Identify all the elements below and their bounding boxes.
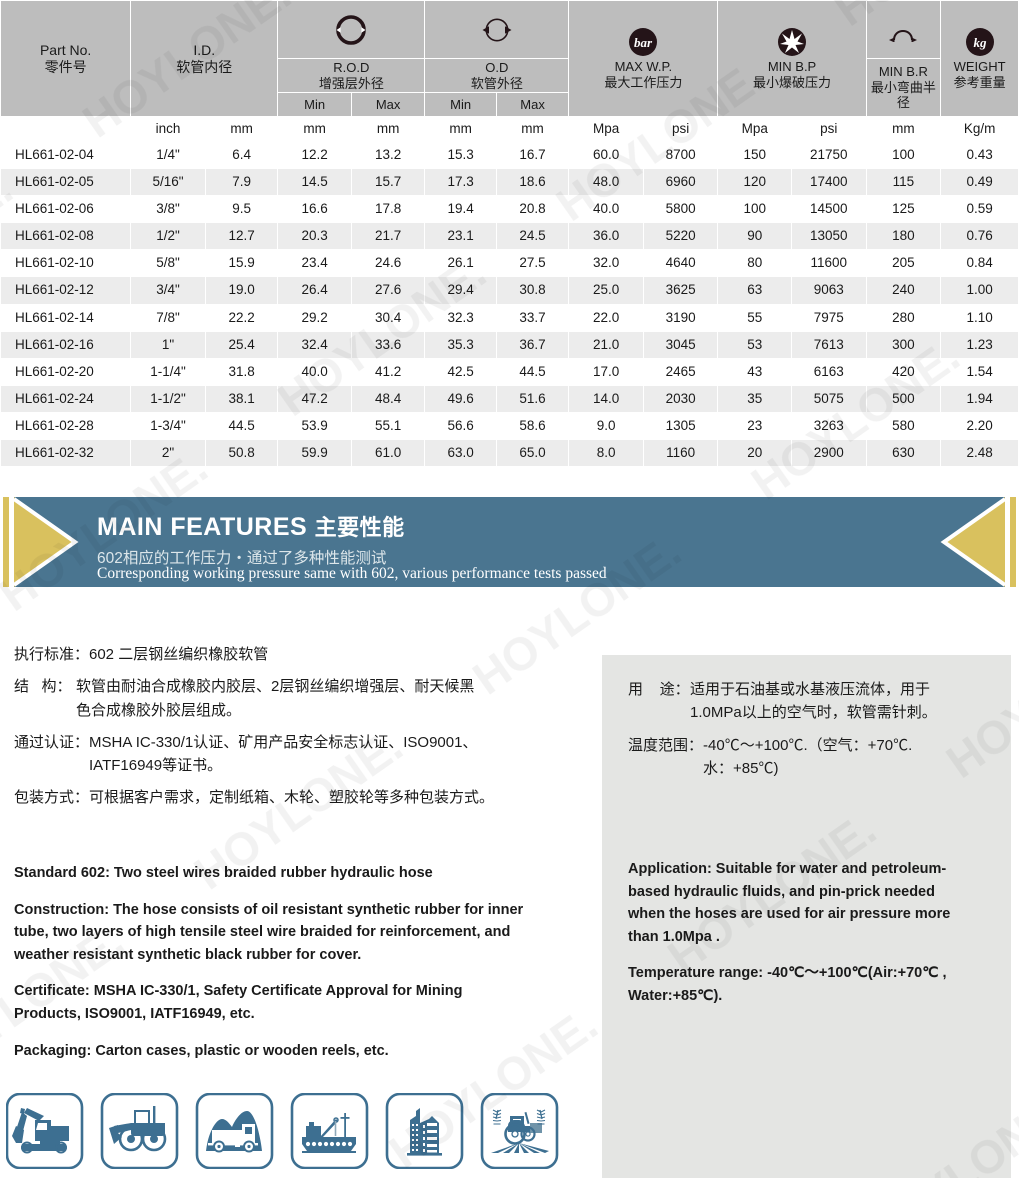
svg-text:bar: bar [634,35,653,50]
svg-text:kg: kg [973,35,987,50]
